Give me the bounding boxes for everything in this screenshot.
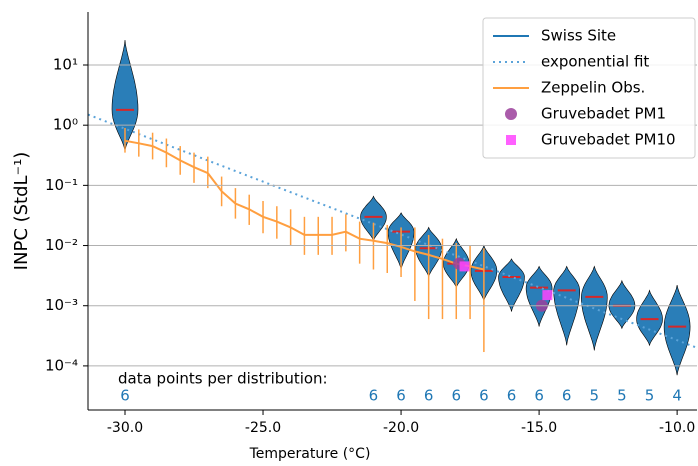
count-label: 5 xyxy=(617,387,627,405)
count-label: 6 xyxy=(562,387,572,405)
count-label: 6 xyxy=(451,387,461,405)
x-tick-label: -30.0 xyxy=(107,420,143,436)
x-axis-label: Temperature (°C) xyxy=(249,446,371,462)
count-label: 5 xyxy=(590,387,600,405)
marker xyxy=(459,261,470,272)
y-tick-label: 10⁰ xyxy=(53,116,78,134)
count-label: 6 xyxy=(507,387,517,405)
legend-label: Swiss Site xyxy=(541,27,616,45)
annotation: data points per distribution: xyxy=(118,370,328,388)
violin xyxy=(498,258,525,312)
count-label: 6 xyxy=(424,387,434,405)
violin xyxy=(636,289,663,347)
fit-line xyxy=(88,113,697,349)
violin xyxy=(525,265,553,327)
count-label: 6 xyxy=(396,387,406,405)
violin xyxy=(663,285,691,376)
legend-label: Zeppelin Obs. xyxy=(541,79,645,97)
count-label: 5 xyxy=(645,387,655,405)
y-tick-label: 10⁻¹ xyxy=(45,176,78,194)
x-tick-label: -25.0 xyxy=(245,420,281,436)
marker xyxy=(542,290,553,301)
y-axis-label: INPC (StdL⁻¹) xyxy=(11,152,32,271)
legend-marker xyxy=(505,108,517,120)
y-tick-label: 10⁻³ xyxy=(45,296,78,314)
x-tick-label: -10.0 xyxy=(659,420,695,436)
legend-label: exponential fit xyxy=(541,53,649,71)
violin xyxy=(608,279,636,330)
plot-area xyxy=(88,39,697,376)
y-tick-label: 10¹ xyxy=(53,56,78,74)
count-label: 6 xyxy=(369,387,379,405)
count-label: 6 xyxy=(120,387,130,405)
violin xyxy=(580,265,608,351)
legend-marker xyxy=(506,135,516,145)
legend-label: Gruvebadet PM1 xyxy=(541,105,666,123)
y-tick-label: 10⁻² xyxy=(45,236,78,254)
legend-label: Gruvebadet PM10 xyxy=(541,131,676,149)
legend-box xyxy=(482,17,696,159)
count-label: 6 xyxy=(479,387,489,405)
count-label: 4 xyxy=(672,387,682,405)
line xyxy=(124,139,485,271)
x-tick-label: -20.0 xyxy=(383,420,419,436)
count-label: 6 xyxy=(534,387,544,405)
x-tick-label: -15.0 xyxy=(521,420,557,436)
y-tick-label: 10⁻⁴ xyxy=(45,356,78,374)
